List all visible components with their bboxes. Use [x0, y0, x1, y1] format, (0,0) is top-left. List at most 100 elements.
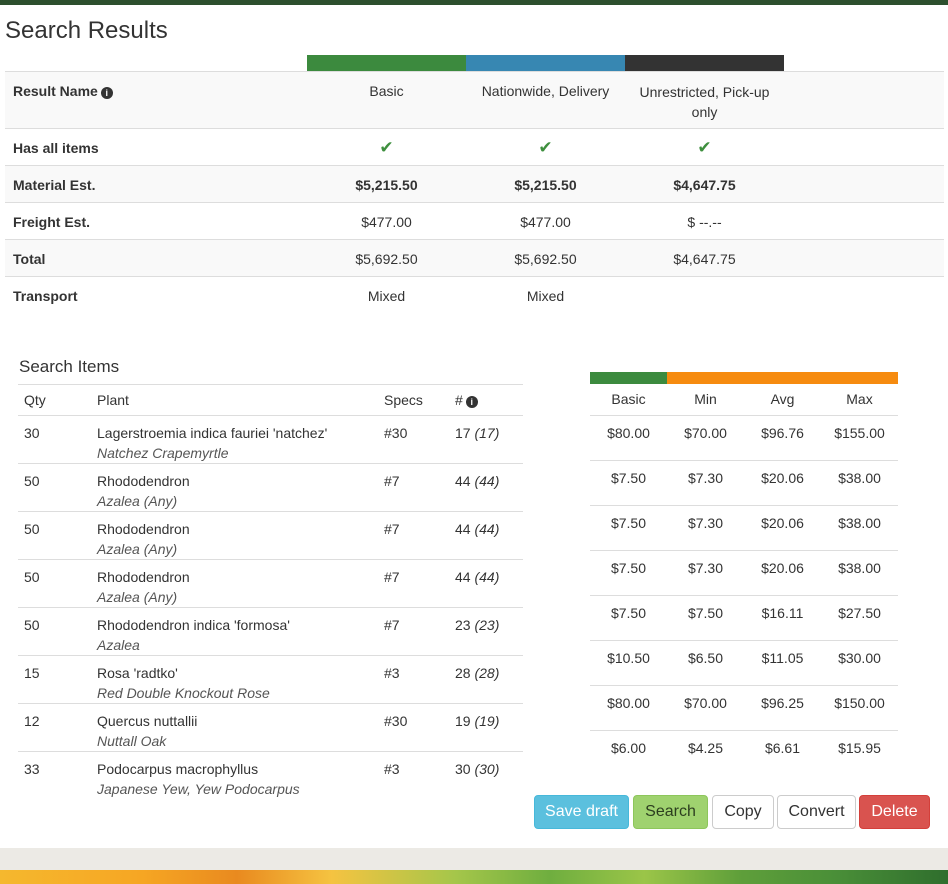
item-row[interactable]: 50 Rhododendron Azalea (Any) #7 44 (44) — [18, 559, 523, 608]
total-nationwide: $5,692.50 — [466, 239, 625, 277]
item-avg-price: $6.61 — [764, 739, 801, 756]
item-min-price: $4.25 — [687, 739, 724, 756]
result-column-unrestricted[interactable]: Unrestricted, Pick-up only — [625, 71, 784, 129]
copy-button[interactable]: Copy — [712, 795, 774, 829]
item-plant-name[interactable]: Podocarpus macrophyllus — [97, 761, 259, 777]
item-count-cell: 28 (28) — [449, 655, 523, 704]
item-row[interactable]: 30 Lagerstroemia indica fauriei 'natchez'… — [18, 415, 523, 464]
search-items-title: Search Items — [19, 357, 120, 377]
item-avg-price: $96.76 — [744, 415, 821, 461]
price-row: $7.50 $7.50 $16.11 $27.50 — [590, 595, 898, 641]
item-basic-price: $80.00 — [590, 415, 667, 461]
item-common-name: Azalea (Any) — [97, 541, 178, 557]
avg-price-header: Avg — [744, 384, 821, 416]
basic-price-header: Basic — [590, 384, 667, 416]
item-avg-price: $20.06 — [744, 550, 821, 596]
item-count-total: (44) — [474, 521, 500, 537]
item-count-cell: 44 (44) — [449, 511, 523, 560]
results-header-row: Result Name i Basic Nationwide, Delivery … — [5, 71, 944, 129]
item-qty: 50 — [18, 559, 91, 608]
item-plant-name[interactable]: Rosa 'radtko' — [97, 665, 178, 681]
result-column-nationwide[interactable]: Nationwide, Delivery — [466, 71, 625, 129]
item-specs: #7 — [378, 511, 449, 560]
material-est-unrestricted: $4,647.75 — [625, 165, 784, 203]
item-avg-price: $96.25 — [744, 685, 821, 731]
item-qty: 33 — [24, 761, 40, 777]
info-icon[interactable]: i — [465, 396, 478, 408]
item-plant-cell: Rhododendron indica 'formosa' Azalea — [91, 607, 378, 656]
item-plant-name[interactable]: Rhododendron indica 'formosa' — [97, 617, 290, 633]
save-draft-button[interactable]: Save draft — [534, 795, 629, 829]
price-row: $6.00 $4.25 $6.61 $15.95 — [590, 730, 898, 775]
item-specs: #30 — [378, 415, 449, 464]
min-price-header: Min — [667, 384, 744, 416]
item-plant-name[interactable]: Lagerstroemia indica fauriei 'natchez' — [97, 425, 328, 441]
item-count: 44 — [455, 473, 471, 489]
price-table: Basic Min Avg Max $80.00 $70.00 $96.76 $155… — [590, 384, 898, 775]
item-plant-name[interactable]: Quercus nuttallii — [97, 713, 198, 729]
item-qty: 12 — [18, 703, 91, 752]
item-min-price: $7.50 — [667, 595, 744, 641]
item-specs: #30 — [378, 703, 449, 752]
item-row[interactable]: 12 Quercus nuttallii Nuttall Oak #30 19 (19) — [18, 703, 523, 752]
item-count-total: (28) — [474, 665, 500, 681]
item-qty: 50 — [18, 511, 91, 560]
item-row[interactable]: 50 Rhododendron indica 'formosa' Azalea #7 2… — [18, 607, 523, 656]
item-qty: 15 — [18, 655, 91, 704]
item-specs: #3 — [378, 655, 449, 704]
info-icon[interactable]: i — [100, 87, 113, 99]
transport-unrestricted — [625, 277, 784, 314]
items-header-row: Qty Plant Specs # i — [18, 384, 523, 416]
item-specs: #7 — [378, 607, 449, 656]
material-est-label: Material Est. — [5, 165, 307, 203]
item-min-price: $6.50 — [667, 640, 744, 686]
item-count-cell: 19 (19) — [449, 703, 523, 752]
item-plant-cell: Rhododendron Azalea (Any) — [91, 511, 378, 560]
item-count-total: (19) — [474, 713, 500, 729]
item-common-name: Azalea — [97, 637, 140, 653]
result-column-basic[interactable]: Basic — [307, 71, 466, 129]
item-avg-price: $20.06 — [744, 505, 821, 551]
transport-row: Transport Mixed Mixed — [5, 277, 944, 314]
item-min-price: $70.00 — [667, 415, 744, 461]
convert-button[interactable]: Convert — [777, 795, 856, 829]
item-plant-name[interactable]: Rhododendron — [97, 569, 190, 585]
footer-divider — [0, 848, 948, 870]
item-avg-price: $11.05 — [744, 640, 821, 686]
item-row[interactable]: 50 Rhododendron Azalea (Any) #7 44 (44) — [18, 463, 523, 512]
item-plant-name[interactable]: Rhododendron — [97, 521, 190, 537]
item-basic-price: $7.50 — [590, 550, 667, 596]
item-basic-price: $10.50 — [590, 640, 667, 686]
item-basic-price: $7.50 — [590, 595, 667, 641]
transport-basic: Mixed — [367, 288, 406, 304]
results-summary-table: Result Name i Basic Nationwide, Delivery … — [5, 71, 944, 314]
item-plant-cell: Rhododendron Azalea (Any) — [91, 463, 378, 512]
search-button[interactable]: Search — [633, 795, 708, 829]
item-plant-cell: Rosa 'radtko' Red Double Knockout Rose — [91, 655, 378, 704]
delete-button[interactable]: Delete — [859, 795, 930, 829]
count-header: # i — [449, 384, 523, 416]
freight-est-basic: $477.00 — [307, 202, 466, 240]
item-row[interactable]: 33 Podocarpus macrophyllus Japanese Yew, Y… — [18, 752, 523, 800]
count-header-text: # — [455, 392, 463, 408]
item-count: 23 — [455, 617, 471, 633]
item-count-cell: 23 (23) — [449, 607, 523, 656]
item-plant-name[interactable]: Rhododendron — [97, 473, 190, 489]
price-row: $80.00 $70.00 $96.25 $150.00 — [590, 685, 898, 731]
item-max-price: $38.00 — [821, 550, 898, 596]
item-common-name: Azalea (Any) — [97, 589, 178, 605]
total-label: Total — [5, 239, 307, 277]
material-est-row: Material Est. $5,215.50 $5,215.50 $4,647… — [5, 165, 944, 203]
total-basic: $5,692.50 — [307, 239, 466, 277]
item-common-name: Nuttall Oak — [97, 733, 167, 749]
transport-nationwide: Mixed — [526, 288, 565, 304]
top-accent-bar — [0, 0, 948, 5]
item-basic-price: $7.50 — [590, 460, 667, 506]
item-row[interactable]: 15 Rosa 'radtko' Red Double Knockout Rose #… — [18, 655, 523, 704]
item-qty: 50 — [18, 607, 91, 656]
result-nationwide-color-strip — [466, 55, 625, 71]
result-name-label: Result Name i — [5, 71, 307, 129]
item-count-cell: 30 (30) — [449, 752, 523, 800]
item-row[interactable]: 50 Rhododendron Azalea (Any) #7 44 (44) — [18, 511, 523, 560]
item-count-cell: 44 (44) — [449, 463, 523, 512]
